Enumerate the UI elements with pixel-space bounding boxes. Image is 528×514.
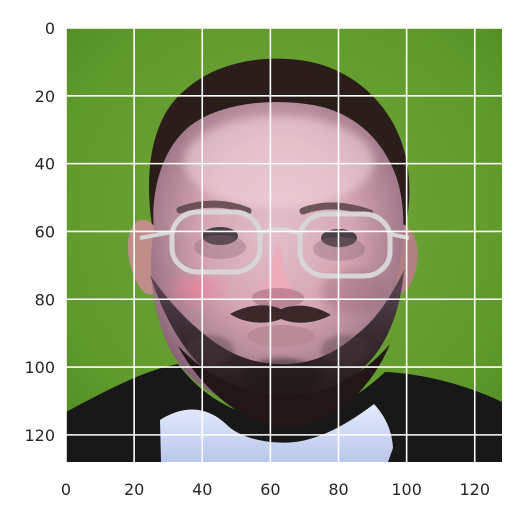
beard-lower — [178, 344, 390, 428]
y-tick-label-1: 20 — [35, 87, 55, 106]
x-tick-label-4: 80 — [328, 480, 348, 499]
x-tick-label-6: 120 — [459, 480, 490, 499]
nose — [258, 241, 295, 302]
beard-texture-1 — [186, 335, 234, 365]
glasses-bridge — [258, 227, 301, 236]
y-tick-label-0: 0 — [45, 19, 55, 38]
beard-texture-3 — [244, 358, 320, 394]
left-ear — [127, 219, 159, 295]
hair-shape — [148, 58, 410, 234]
left-cheek-highlight — [161, 268, 231, 308]
y-tick-label-3: 60 — [35, 222, 55, 241]
beard-texture-2 — [321, 335, 369, 365]
nose-shadow — [252, 288, 304, 308]
face-image — [66, 28, 502, 462]
x-tick-label-0: 0 — [61, 480, 71, 499]
left-eye-shadow — [194, 235, 246, 259]
shirt-collar — [160, 404, 393, 462]
glasses-left-arm — [139, 230, 173, 240]
left-glasses-lens — [169, 209, 263, 275]
right-eyebrow — [299, 202, 374, 217]
x-tick-label-3: 60 — [260, 480, 280, 499]
right-glasses-lens — [297, 211, 393, 279]
y-tick-label-6: 120 — [24, 426, 55, 445]
x-tick-label-5: 100 — [391, 480, 422, 499]
grid-lines — [65, 27, 502, 462]
x-tick-label-2: 40 — [192, 480, 212, 499]
x-tick-label-1: 20 — [124, 480, 144, 499]
y-tick-label-2: 40 — [35, 155, 55, 174]
beard — [150, 270, 404, 405]
mustache — [230, 305, 331, 323]
left-eyebrow — [176, 200, 252, 215]
tick-labels: 0 20 40 60 80 100 120 0 20 40 60 80 100 120 — [24, 19, 490, 499]
forehead-highlight — [184, 116, 374, 208]
y-tick-label-5: 100 — [24, 358, 55, 377]
y-tick-label-4: 80 — [35, 290, 55, 309]
mouth — [247, 325, 315, 347]
